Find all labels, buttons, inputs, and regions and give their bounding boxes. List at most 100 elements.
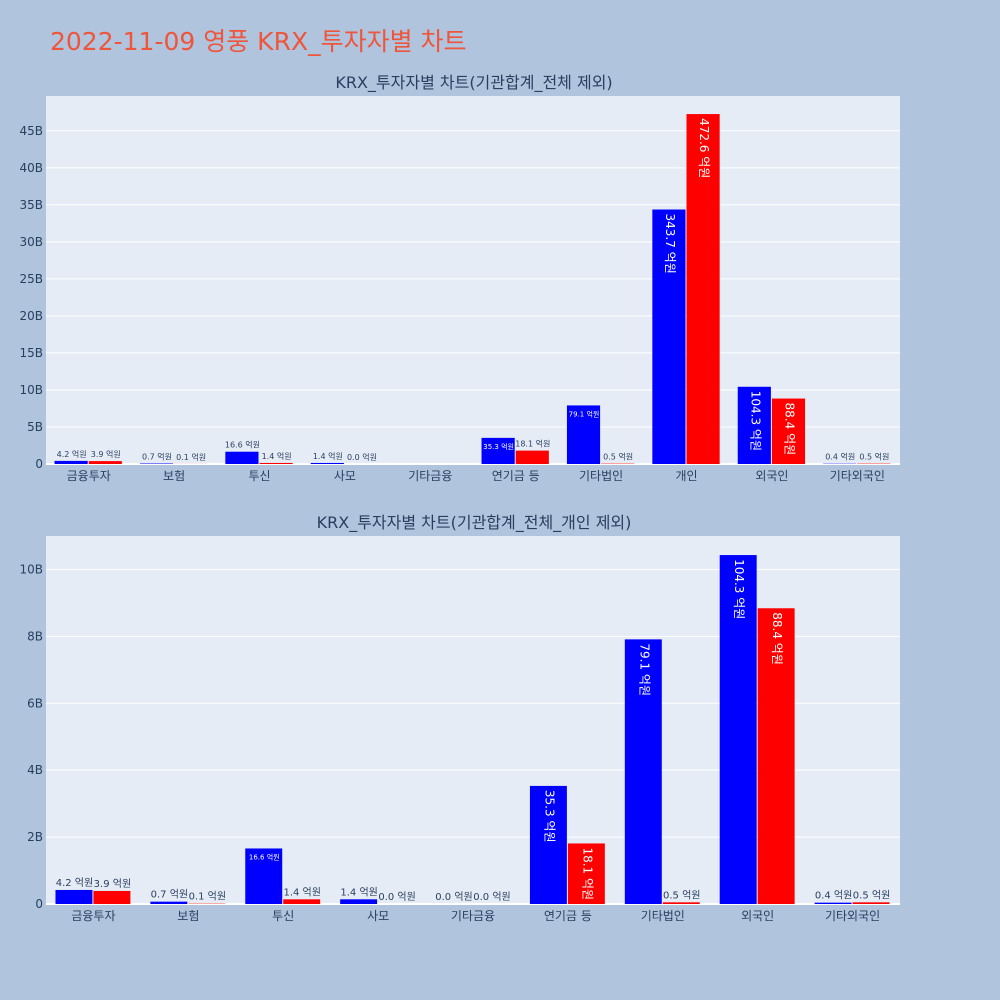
y-tick-label: 35B — [19, 198, 43, 212]
chart-title: KRX_투자자별 차트(기관합계_전체_개인 제외) — [317, 513, 632, 533]
bar — [139, 463, 174, 464]
x-tick-label: 기타금융 — [408, 469, 452, 483]
x-tick-label: 연기금 등 — [492, 469, 540, 483]
bar — [719, 555, 757, 904]
data-label: 18.1 억원 — [580, 847, 594, 900]
y-tick-label: 15B — [19, 346, 43, 360]
bar — [88, 461, 122, 464]
bar — [662, 902, 700, 904]
data-label: 1.4 억원 — [262, 451, 292, 461]
x-tick-label: 금융투자 — [71, 909, 115, 923]
bar — [624, 639, 662, 904]
bar — [245, 848, 283, 904]
y-tick-label: 4B — [27, 763, 43, 777]
data-label: 0.4 억원 — [815, 890, 852, 902]
data-label: 88.4 억원 — [770, 612, 784, 665]
x-tick-label: 기타법인 — [641, 909, 685, 923]
bar — [340, 899, 378, 904]
data-label: 35.3 억원 — [542, 790, 556, 843]
data-label: 0.0 억원 — [378, 891, 415, 903]
x-tick-label: 투신 — [272, 909, 294, 923]
bar — [566, 405, 601, 464]
bar — [737, 386, 771, 464]
x-tick-label: 연기금 등 — [544, 909, 592, 923]
data-label: 35.3 억원 — [483, 442, 514, 451]
data-label: 0.4 억원 — [825, 452, 855, 462]
data-label: 472.6 억원 — [697, 118, 711, 178]
data-label: 3.9 억원 — [94, 878, 131, 890]
y-tick-label: 10B — [19, 383, 43, 397]
bar — [515, 450, 549, 464]
x-tick-label: 기타외국인 — [825, 909, 880, 923]
bar — [852, 902, 890, 904]
data-label: 4.2 억원 — [56, 877, 93, 889]
bar — [150, 901, 188, 904]
x-tick-label: 기타외국인 — [830, 469, 885, 483]
chart-title: KRX_투자자별 차트(기관합계_전체 제외) — [335, 73, 612, 93]
chart-investor-all: KRX_투자자별 차트(기관합계_전체 제외) 0 5B 10B 15B 20B 25B 30… — [19, 73, 900, 483]
y-tick-label: 6B — [27, 696, 43, 710]
bar — [225, 451, 259, 464]
bar — [529, 785, 567, 904]
chart-investor-excl-individual: KRX_투자자별 차트(기관합계_전체_개인 제외) 0 2B 4B 6B 8B 10B 금융… — [19, 513, 900, 923]
x-tick-label: 사모 — [367, 909, 389, 923]
data-label: 0.5 억원 — [853, 889, 890, 901]
data-label: 1.4 억원 — [313, 451, 343, 461]
y-tick-label: 0 — [35, 457, 43, 471]
data-label: 79.1 억원 — [637, 643, 651, 696]
data-label: 1.4 억원 — [283, 886, 320, 898]
x-tick-label: 개인 — [675, 469, 697, 483]
data-label: 0.5 억원 — [663, 889, 700, 901]
bar — [259, 462, 293, 464]
data-label: 0.5 억원 — [859, 452, 889, 462]
y-tick-label: 10B — [19, 562, 43, 576]
data-label: 88.4 억원 — [782, 403, 796, 456]
bar — [686, 114, 720, 464]
data-label: 1.4 억원 — [340, 886, 377, 898]
y-tick-label: 8B — [27, 629, 43, 643]
data-label: 16.6 억원 — [249, 852, 280, 861]
x-tick-label: 보험 — [163, 469, 185, 483]
bar — [567, 843, 605, 904]
bar — [310, 462, 344, 464]
data-label: 104.3 억원 — [748, 391, 762, 451]
bar — [93, 890, 131, 904]
data-label: 0.5 억원 — [603, 452, 633, 462]
data-label: 0.1 억원 — [189, 891, 226, 903]
bar — [283, 899, 321, 904]
x-tick-label: 외국인 — [741, 909, 774, 923]
y-tick-label: 25B — [19, 272, 43, 286]
data-label: 79.1 억원 — [569, 409, 600, 418]
x-tick-label: 기타법인 — [579, 469, 623, 483]
bar — [54, 460, 88, 464]
data-label: 0.0 억원 — [473, 891, 510, 903]
data-label: 343.7 억원 — [663, 214, 677, 274]
data-label: 16.6 억원 — [225, 440, 260, 450]
y-tick-label: 5B — [27, 420, 43, 434]
bar — [652, 209, 686, 464]
bar — [814, 902, 852, 904]
data-label: 0.7 억원 — [142, 451, 172, 461]
page-title: 2022-11-09 영풍 KRX_투자자별 차트 — [50, 27, 467, 56]
y-tick-label: 40B — [19, 161, 43, 175]
data-label: 4.2 억원 — [57, 449, 87, 459]
bar — [771, 398, 806, 464]
data-label: 0.7 억원 — [151, 889, 188, 901]
data-label: 104.3 억원 — [732, 559, 746, 619]
x-tick-label: 외국인 — [755, 469, 788, 483]
y-tick-label: 30B — [19, 235, 43, 249]
x-tick-label: 금융투자 — [67, 469, 111, 483]
x-tick-label: 사모 — [334, 469, 356, 483]
data-label: 18.1 억원 — [515, 439, 550, 449]
data-label: 0.1 억원 — [176, 452, 206, 462]
bar — [481, 437, 515, 464]
x-tick-label: 투신 — [248, 469, 270, 483]
y-tick-label: 20B — [19, 309, 43, 323]
data-label: 3.9 억원 — [91, 449, 121, 459]
data-label: 0.0 억원 — [435, 891, 472, 903]
data-label: 0.0 억원 — [347, 452, 377, 462]
x-tick-label: 보험 — [177, 909, 199, 923]
x-tick-label: 기타금융 — [451, 909, 495, 923]
y-tick-label: 0 — [35, 897, 43, 911]
y-tick-label: 45B — [19, 124, 43, 138]
